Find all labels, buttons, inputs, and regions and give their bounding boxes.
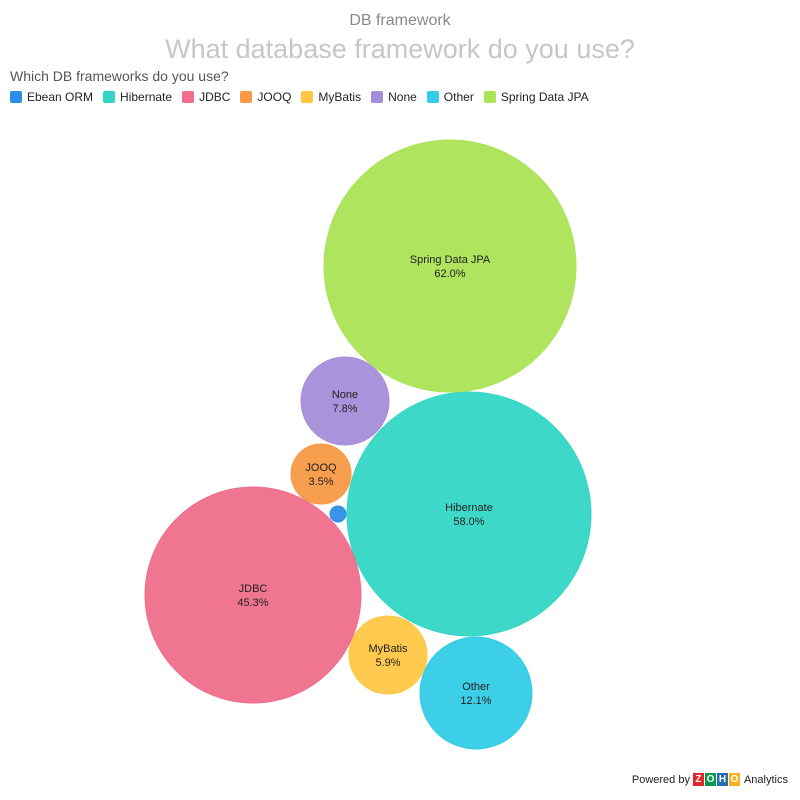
legend-swatch <box>103 91 116 103</box>
legend-label: JDBC <box>199 90 231 104</box>
legend: Ebean ORM Hibernate JDBC JOOQ MyBatis None Oth… <box>10 90 599 104</box>
bubble-name-label: Other <box>462 681 490 693</box>
legend-label: Hibernate <box>120 90 173 104</box>
legend-swatch <box>483 91 496 103</box>
bubble-value-label: 58.0% <box>453 516 484 528</box>
legend-label: Ebean ORM <box>27 90 94 104</box>
chart-supertitle: DB framework <box>349 12 451 29</box>
bubble-jdbc[interactable] <box>144 486 362 704</box>
bubble-value-label: 5.9% <box>375 657 400 669</box>
zoho-logo-letter: H <box>716 773 728 786</box>
legend-item[interactable]: Ebean ORM <box>10 90 93 104</box>
legend-swatch <box>371 91 384 103</box>
legend-swatch <box>240 91 253 103</box>
legend-label: MyBatis <box>318 90 362 104</box>
legend-swatch <box>10 91 22 103</box>
legend-item[interactable]: MyBatis <box>301 90 361 104</box>
bubble-hibernate[interactable] <box>346 391 592 637</box>
bubble-value-label: 3.5% <box>308 476 333 488</box>
chart-title: What database framework do you use? <box>165 34 635 64</box>
legend-label: JOOQ <box>257 90 292 104</box>
bubble-name-label: Spring Data JPA <box>410 254 491 266</box>
legend-label: None <box>388 90 417 104</box>
bubble-value-label: 62.0% <box>434 268 465 280</box>
bubble-ebean-orm[interactable] <box>329 505 347 523</box>
bubble-name-label: None <box>332 389 358 401</box>
legend-item[interactable]: Spring Data JPA <box>483 90 589 104</box>
legend-swatch <box>426 91 439 103</box>
legend-swatch <box>182 91 195 103</box>
zoho-logo-letter: O <box>728 773 740 786</box>
legend-item[interactable]: None <box>371 90 417 104</box>
bubble-name-label: MyBatis <box>368 643 408 655</box>
bubble-jooq[interactable] <box>290 443 352 505</box>
bubble-value-label: 7.8% <box>332 403 357 415</box>
bubble-mybatis[interactable] <box>348 615 428 695</box>
zoho-logo-letter: Z <box>692 773 704 786</box>
legend-label: Other <box>443 90 474 104</box>
legend-item[interactable]: JOOQ <box>240 90 291 104</box>
bubble-other[interactable] <box>419 636 533 750</box>
bubble-name-label: JOOQ <box>305 462 337 474</box>
legend-item[interactable]: Other <box>426 90 474 104</box>
powered-by-text: Powered by <box>631 773 690 786</box>
legend-label: Spring Data JPA <box>500 90 589 104</box>
analytics-text: Analytics <box>743 773 788 786</box>
bubble-value-label: 45.3% <box>237 597 268 609</box>
legend-item[interactable]: JDBC <box>182 90 230 104</box>
legend-title: Which DB frameworks do you use? <box>10 68 229 84</box>
bubble-name-label: Hibernate <box>445 502 493 514</box>
bubble-name-label: JDBC <box>239 583 268 595</box>
bubble-spring-data-jpa[interactable] <box>323 139 577 393</box>
bubble-value-label: 12.1% <box>460 695 491 707</box>
legend-swatch <box>301 91 314 103</box>
zoho-logo-letter: O <box>704 773 716 786</box>
legend-item[interactable]: Hibernate <box>103 90 172 104</box>
bubble-none[interactable] <box>300 356 390 446</box>
